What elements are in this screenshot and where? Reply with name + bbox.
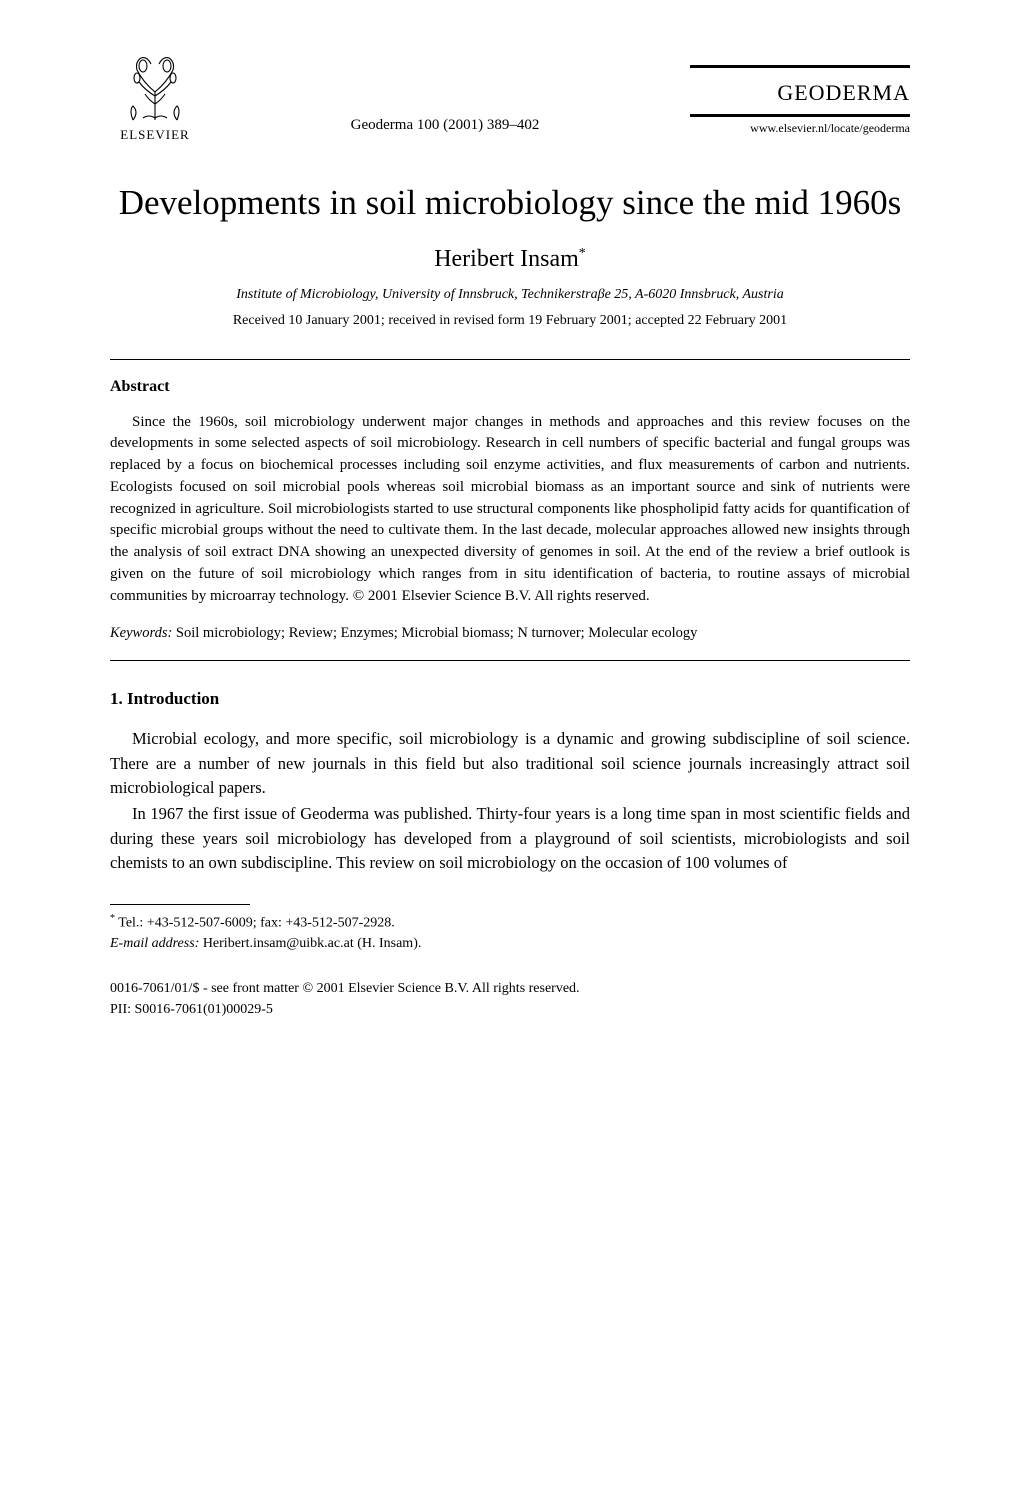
abstract-heading: Abstract	[110, 378, 910, 396]
header-row: ELSEVIER Geoderma 100 (2001) 389–402 GEO…	[110, 50, 910, 150]
intro-para-2: In 1967 the first issue of Geoderma was …	[110, 802, 910, 875]
footer-line-2: PII: S0016-7061(01)00029-5	[110, 999, 910, 1020]
introduction-heading: 1. Introduction	[110, 689, 910, 709]
footnote-block: * Tel.: +43-512-507-6009; fax: +43-512-5…	[110, 911, 910, 955]
author-line: Heribert Insam*	[110, 246, 910, 273]
intro-para-1: Microbial ecology, and more specific, so…	[110, 727, 910, 800]
abstract-body: Since the 1960s, soil microbiology under…	[110, 412, 910, 608]
keywords-text: Soil microbiology; Review; Enzymes; Micr…	[172, 625, 697, 641]
author-name: Heribert Insam	[434, 246, 579, 272]
affiliation: Institute of Microbiology, University of…	[110, 287, 910, 303]
article-dates: Received 10 January 2001; received in re…	[110, 313, 910, 329]
article-title: Developments in soil microbiology since …	[110, 180, 910, 226]
footnote-contact: * Tel.: +43-512-507-6009; fax: +43-512-5…	[110, 911, 910, 934]
footer-block: 0016-7061/01/$ - see front matter © 2001…	[110, 978, 910, 1020]
footnote-email: E-mail address: Heribert.insam@uibk.ac.a…	[110, 933, 910, 954]
email-label: E-mail address:	[110, 936, 199, 951]
publisher-name: ELSEVIER	[110, 127, 200, 143]
journal-logo-block: GEODERMA www.elsevier.nl/locate/geoderma	[690, 65, 910, 136]
author-marker: *	[579, 246, 586, 261]
journal-name: GEODERMA	[690, 65, 910, 117]
elsevier-tree-icon	[110, 50, 200, 125]
keywords-line: Keywords: Soil microbiology; Review; Enz…	[110, 625, 910, 642]
publisher-logo: ELSEVIER	[110, 50, 200, 150]
footnote-contact-text: Tel.: +43-512-507-6009; fax: +43-512-507…	[115, 915, 395, 930]
email-value: Heribert.insam@uibk.ac.at (H. Insam).	[199, 936, 421, 951]
footer-line-1: 0016-7061/01/$ - see front matter © 2001…	[110, 978, 910, 999]
rule-below-keywords	[110, 660, 910, 661]
footnote-rule	[110, 904, 250, 905]
keywords-label: Keywords:	[110, 625, 172, 641]
rule-above-abstract	[110, 359, 910, 360]
journal-url: www.elsevier.nl/locate/geoderma	[690, 121, 910, 136]
citation: Geoderma 100 (2001) 389–402	[200, 67, 690, 134]
